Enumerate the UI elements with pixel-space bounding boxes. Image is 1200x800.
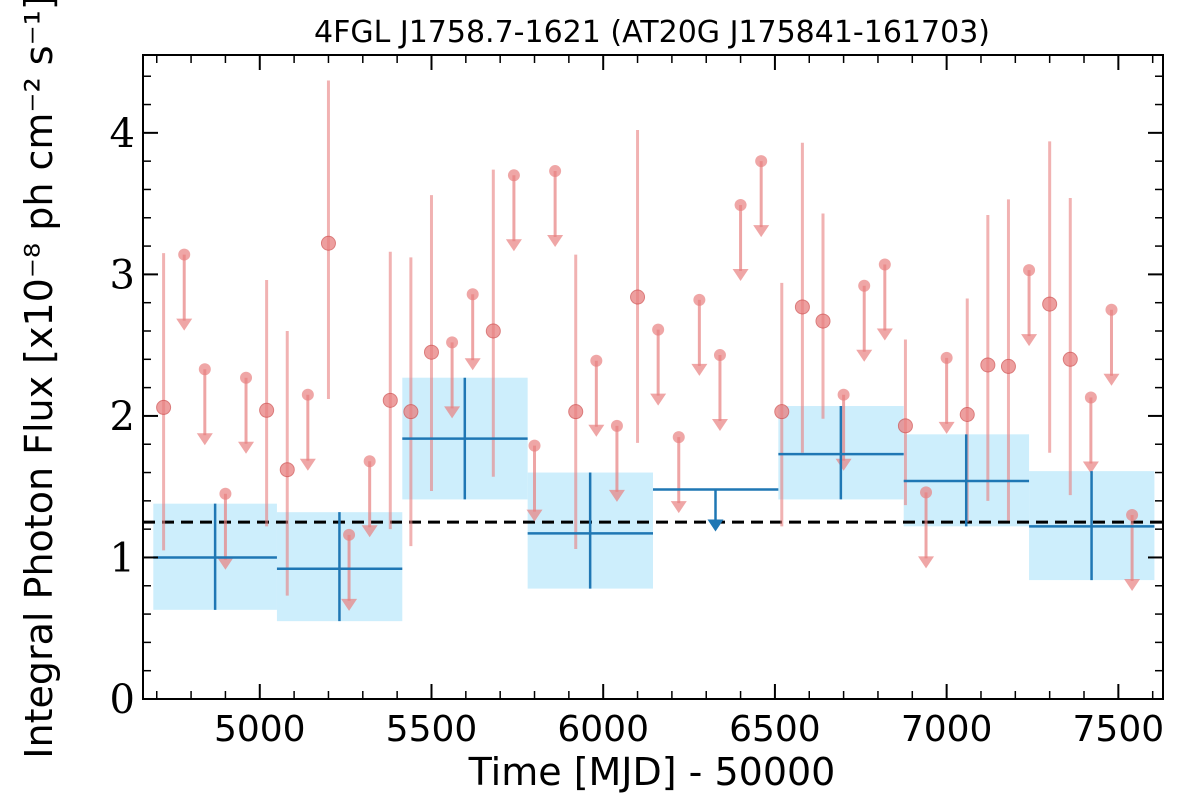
- short-bin-limit-marker: [219, 487, 232, 500]
- short-bin-limit-marker: [652, 323, 665, 336]
- short-bin-upper-limit-arrow: [608, 489, 625, 502]
- short-bin-flux-point: [630, 289, 646, 305]
- short-bin-limit-marker: [446, 336, 459, 349]
- short-bin-limit-marker: [920, 486, 933, 499]
- short-bin-upper-limit-arrow: [856, 349, 873, 362]
- short-bin-upper-limit-arrow: [876, 328, 893, 341]
- short-bin-limit-marker: [466, 288, 479, 301]
- x-tick-label: 7500: [1073, 709, 1165, 750]
- long-bin-bands: [153, 377, 1155, 622]
- x-tick-label: 5500: [386, 709, 478, 750]
- short-bin-upper-limit-arrow: [526, 509, 543, 522]
- short-bin-upper-limit-arrow: [938, 421, 955, 434]
- short-bin-limit-marker: [590, 354, 603, 367]
- short-bin-flux-point: [794, 299, 810, 315]
- short-bin-limit-marker: [1023, 264, 1036, 277]
- y-tick-label: 4: [110, 111, 135, 157]
- chart-title: 4FGL J1758.7-1621 (AT20G J175841-161703): [314, 15, 990, 50]
- short-bin-flux-point: [423, 344, 439, 360]
- y-tick-label: 3: [110, 252, 135, 298]
- short-bin-limit-marker: [940, 351, 953, 364]
- short-bin-upper-limit-arrow: [732, 269, 749, 282]
- short-bin-upper-limit-arrow: [711, 419, 728, 432]
- short-bin-upper-limit-arrow: [1124, 579, 1141, 591]
- short-bin-limit-marker: [507, 169, 520, 182]
- short-bin-limit-marker: [363, 455, 376, 468]
- short-bin-limit-marker: [672, 431, 685, 444]
- short-bin-limit-marker: [549, 165, 562, 178]
- axis-ticks: 5000 5500 6000 6500 7000 7500 0 1 2 3 4: [110, 55, 1165, 750]
- short-bin-limit-marker: [693, 293, 706, 306]
- short-bin-upper-limit-arrow: [670, 501, 687, 514]
- short-bin-limit-marker: [240, 371, 253, 384]
- x-tick-label: 6000: [557, 709, 649, 750]
- short-bin-limit-marker: [837, 388, 850, 401]
- long-bin-upper-limit-arrow: [707, 519, 724, 532]
- short-bin-limit-marker: [858, 279, 871, 292]
- short-bin-points: [156, 80, 1141, 611]
- short-bin-upper-limit-arrow: [464, 358, 481, 371]
- short-bin-upper-limit-arrow: [196, 433, 213, 446]
- long-bin-points: [153, 377, 1155, 622]
- short-bin-flux-point: [897, 418, 913, 434]
- short-bin-upper-limit-arrow: [505, 239, 522, 252]
- short-bin-upper-limit-arrow: [835, 458, 852, 471]
- short-bin-limit-marker: [301, 388, 314, 401]
- short-bin-upper-limit-arrow: [1021, 334, 1038, 347]
- y-tick-label: 2: [110, 394, 135, 440]
- short-bin-flux-point: [259, 402, 275, 418]
- short-bin-limit-marker: [343, 528, 356, 541]
- short-bin-limit-marker: [528, 439, 541, 452]
- short-bin-flux-point: [279, 462, 295, 478]
- short-bin-flux-point: [815, 313, 831, 329]
- short-bin-upper-limit-arrow: [361, 525, 378, 538]
- short-bin-flux-point: [485, 323, 501, 339]
- short-bin-flux-point: [403, 404, 419, 420]
- short-bin-flux-point: [774, 404, 790, 420]
- short-bin-limit-marker: [713, 349, 726, 362]
- short-bin-upper-limit-arrow: [1082, 461, 1099, 474]
- short-bin-limit-marker: [198, 363, 211, 376]
- short-bin-upper-limit-arrow: [299, 458, 316, 471]
- y-tick-label: 1: [110, 535, 135, 581]
- short-bin-flux-point: [959, 407, 975, 423]
- short-bin-flux-point: [1000, 358, 1016, 374]
- short-bin-limit-marker: [1084, 391, 1097, 404]
- short-bin-upper-limit-arrow: [753, 225, 770, 238]
- x-tick-label: 6500: [729, 709, 821, 750]
- short-bin-upper-limit-arrow: [341, 598, 358, 611]
- short-bin-flux-point: [156, 399, 172, 415]
- short-bin-flux-point: [320, 235, 336, 251]
- short-bin-upper-limit-arrow: [547, 235, 564, 248]
- short-bin-flux-point: [382, 392, 398, 408]
- short-bin-limit-marker: [1126, 509, 1139, 521]
- short-bin-upper-limit-arrow: [918, 556, 935, 569]
- short-bin-upper-limit-arrow: [176, 318, 193, 331]
- short-bin-upper-limit-arrow: [238, 441, 255, 454]
- short-bin-limit-marker: [755, 155, 768, 168]
- short-bin-upper-limit-arrow: [1103, 373, 1120, 386]
- x-tick-label: 5000: [214, 709, 306, 750]
- short-bin-upper-limit-arrow: [588, 424, 605, 437]
- y-tick-label: 0: [110, 677, 135, 723]
- y-axis-label: Integral Photon Flux [x10⁻⁸ ph cm⁻² s⁻¹]: [17, 0, 61, 759]
- x-axis-label: Time [MJD] - 50000: [468, 750, 836, 794]
- short-bin-limit-marker: [610, 419, 623, 432]
- x-tick-label: 7000: [901, 709, 993, 750]
- short-bin-upper-limit-arrow: [650, 393, 667, 406]
- short-bin-limit-marker: [1105, 303, 1118, 316]
- plot-frame: [142, 54, 1164, 700]
- short-bin-limit-marker: [178, 248, 191, 261]
- short-bin-upper-limit-arrow: [217, 557, 234, 570]
- short-bin-flux-point: [568, 404, 584, 420]
- short-bin-upper-limit-arrow: [691, 363, 708, 376]
- short-bin-flux-point: [1042, 296, 1058, 312]
- short-bin-flux-point: [980, 357, 996, 373]
- short-bin-flux-point: [1062, 351, 1078, 367]
- short-bin-limit-marker: [734, 199, 747, 212]
- short-bin-upper-limit-arrow: [444, 406, 461, 419]
- short-bin-limit-marker: [878, 258, 891, 271]
